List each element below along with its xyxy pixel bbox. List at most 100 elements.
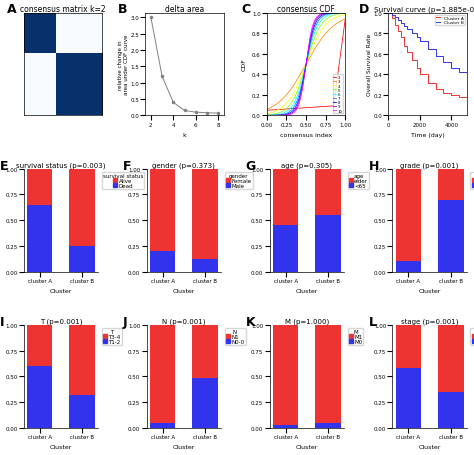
Bar xyxy=(150,423,175,428)
Bar xyxy=(315,216,341,272)
X-axis label: Cluster: Cluster xyxy=(173,445,195,450)
Bar xyxy=(69,325,95,395)
Cluster A xyxy=(464,96,470,101)
Bar xyxy=(150,252,175,272)
Bar xyxy=(69,395,95,428)
Bar xyxy=(192,169,218,260)
Cluster A xyxy=(440,91,446,96)
Text: D: D xyxy=(359,3,369,16)
Bar xyxy=(315,423,341,428)
Line: Cluster B: Cluster B xyxy=(389,14,467,75)
Cluster B xyxy=(404,27,410,33)
Cluster A xyxy=(417,66,423,72)
Cluster B xyxy=(389,13,394,19)
Bar xyxy=(438,325,464,392)
Title: delta area: delta area xyxy=(165,5,204,14)
Line: Cluster A: Cluster A xyxy=(389,14,467,99)
Cluster A xyxy=(395,23,401,29)
Cluster A xyxy=(414,58,419,64)
Cluster B xyxy=(398,18,404,24)
Cluster B xyxy=(386,11,392,16)
Bar xyxy=(396,169,421,262)
Cluster B xyxy=(417,35,423,41)
Cluster A xyxy=(398,35,404,41)
Cluster A xyxy=(440,87,446,92)
Cluster A xyxy=(456,95,462,101)
Cluster A xyxy=(392,23,398,29)
Cluster B xyxy=(440,60,446,66)
Legend: elder, <65: elder, <65 xyxy=(347,172,369,190)
Bar xyxy=(396,262,421,272)
Bar xyxy=(192,379,218,428)
Cluster B xyxy=(392,15,398,20)
Title: Survival curve (p=1.885e-03): Survival curve (p=1.885e-03) xyxy=(374,6,474,13)
Cluster A xyxy=(386,11,392,16)
Cluster B xyxy=(414,31,419,37)
Text: L: L xyxy=(369,315,376,328)
X-axis label: Cluster: Cluster xyxy=(419,445,441,450)
Cluster B xyxy=(409,27,415,33)
Cluster B xyxy=(409,31,415,37)
Bar xyxy=(150,169,175,252)
Y-axis label: Overall Survival Rate: Overall Survival Rate xyxy=(367,34,372,96)
Text: E: E xyxy=(0,159,9,172)
Cluster B xyxy=(433,54,438,60)
Cluster B xyxy=(456,71,462,76)
Cluster B xyxy=(433,47,438,52)
Cluster A xyxy=(414,66,419,72)
Bar xyxy=(438,392,464,428)
Cluster B xyxy=(440,54,446,60)
Cluster A xyxy=(389,16,394,21)
Text: I: I xyxy=(0,315,4,328)
Cluster B xyxy=(389,11,394,16)
Cluster B xyxy=(448,60,454,66)
Cluster A xyxy=(433,87,438,92)
Legend: Cluster A, Cluster B: Cluster A, Cluster B xyxy=(435,16,465,26)
Title: T (p=0.001): T (p=0.001) xyxy=(40,318,82,324)
Cluster B xyxy=(401,21,407,27)
Cluster A xyxy=(425,81,430,86)
Bar xyxy=(192,325,218,379)
Bar xyxy=(27,169,53,205)
Legend: 2, 3, 4, 5, 6, 7, 8, 9, 10: 2, 3, 4, 5, 6, 7, 8, 9, 10 xyxy=(333,75,343,114)
Cluster B xyxy=(464,72,470,78)
Legend: M1, M0: M1, M0 xyxy=(347,328,364,346)
Cluster A xyxy=(425,72,430,78)
Bar xyxy=(192,260,218,272)
Title: stage (p=0.001): stage (p=0.001) xyxy=(401,318,458,324)
Bar xyxy=(273,169,298,226)
Text: A: A xyxy=(7,3,16,16)
Cluster B xyxy=(425,40,430,45)
Bar xyxy=(438,169,464,200)
Cluster A xyxy=(404,44,410,49)
X-axis label: Cluster: Cluster xyxy=(173,288,195,293)
Bar xyxy=(27,325,53,366)
X-axis label: k: k xyxy=(182,133,186,138)
Bar xyxy=(273,425,298,428)
X-axis label: Cluster: Cluster xyxy=(50,288,72,293)
Bar xyxy=(27,366,53,428)
Bar xyxy=(27,205,53,272)
Cluster B xyxy=(456,66,462,72)
Cluster A xyxy=(398,30,404,35)
X-axis label: Time (day): Time (day) xyxy=(411,133,445,138)
Cluster B xyxy=(395,18,401,24)
Title: consensus matrix k=2: consensus matrix k=2 xyxy=(20,5,106,14)
Bar xyxy=(396,325,421,368)
X-axis label: consensus index: consensus index xyxy=(280,133,332,138)
Title: age (p=0.305): age (p=0.305) xyxy=(281,162,332,169)
X-axis label: Cluster: Cluster xyxy=(419,288,441,293)
Title: M (p=1.000): M (p=1.000) xyxy=(284,318,329,324)
Cluster A xyxy=(409,50,415,56)
Cluster B xyxy=(425,47,430,52)
Title: consensus CDF: consensus CDF xyxy=(277,5,335,14)
Cluster A xyxy=(417,72,423,78)
X-axis label: Cluster: Cluster xyxy=(296,288,318,293)
Text: H: H xyxy=(369,159,379,172)
Legend: Alive, Dead: Alive, Dead xyxy=(102,172,144,190)
Bar xyxy=(315,325,341,423)
Y-axis label: CDF: CDF xyxy=(241,59,246,71)
Legend: N1, N0-0: N1, N0-0 xyxy=(225,328,246,346)
Cluster B xyxy=(398,21,404,27)
Text: C: C xyxy=(242,3,251,16)
